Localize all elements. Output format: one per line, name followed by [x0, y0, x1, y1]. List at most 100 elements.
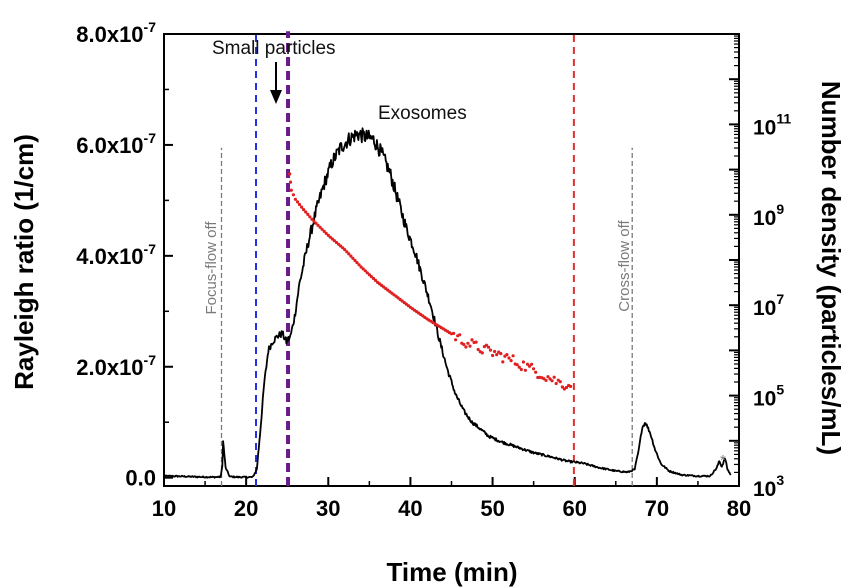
number-density-point: [527, 364, 532, 368]
number-density-point: [353, 258, 357, 263]
number-density-point: [304, 210, 308, 214]
y-left-tick-label: 6.0x10-7: [76, 130, 156, 158]
number-density-point: [373, 278, 378, 282]
x-tick-label: 40: [398, 496, 422, 521]
number-density-point: [369, 275, 373, 279]
x-axis-ticks: [163, 477, 740, 486]
x-tick-label: 30: [316, 496, 340, 521]
number-density-point: [365, 271, 369, 275]
y-left-tick-label: 0.0: [125, 466, 156, 491]
number-density-point: [534, 370, 538, 374]
number-density-point: [293, 197, 297, 201]
plot-frame: [163, 33, 740, 487]
small-particles-arrow-head: [270, 90, 282, 104]
number-density-point: [552, 375, 556, 379]
number-density-point: [302, 208, 306, 212]
y-left-tick-label: 2.0x10-7: [76, 352, 156, 380]
number-density-point: [523, 368, 528, 372]
number-density-point: [349, 254, 353, 258]
number-density-point: [495, 353, 499, 357]
number-density-point: [357, 263, 361, 267]
y-left-tick-label: 4.0x10-7: [76, 241, 156, 269]
number-density-point: [509, 359, 513, 363]
series-layer: [163, 127, 732, 479]
number-density-point: [464, 345, 468, 349]
annotation-focus-flow-off: Focus-flow off: [203, 221, 220, 315]
number-density-point: [517, 365, 521, 369]
number-density-point: [558, 380, 562, 384]
number-density-point: [308, 215, 312, 219]
number-density-point: [468, 344, 472, 348]
number-density-point: [328, 235, 332, 239]
number-density-point: [452, 331, 456, 335]
annotation-cross-flow-off: Cross-flow off: [616, 219, 633, 311]
number-density-point: [454, 338, 458, 342]
number-density-point: [569, 384, 573, 388]
number-density-point: [367, 273, 371, 277]
event-markers: [220, 31, 633, 486]
number-density-point: [343, 248, 347, 252]
x-tick-label: 60: [562, 496, 586, 521]
x-tick-label: 10: [152, 496, 176, 521]
number-density-point: [554, 381, 558, 386]
number-density-point: [499, 352, 503, 356]
number-density-point: [480, 351, 484, 355]
rayleigh-ratio-trace: [163, 127, 732, 479]
y-left-tick-label: 8.0x10-7: [76, 19, 156, 47]
number-density-point: [476, 347, 480, 352]
number-density-point: [318, 225, 322, 229]
y-left-axis-tick-labels: 0.0 2.0x10-7 4.0x10-7 6.0x10-7 8.0x10-7: [76, 19, 156, 491]
x-tick-label: 20: [234, 496, 258, 521]
y-right-tick-label: 109: [753, 201, 784, 230]
number-density-point: [458, 333, 462, 337]
number-density-point: [347, 252, 351, 256]
number-density-point: [488, 348, 493, 352]
number-density-point: [300, 205, 304, 209]
x-axis-title: Time (min): [387, 557, 518, 587]
annotation-asterisk: *: [720, 452, 726, 469]
small-particles-arrow: [270, 62, 282, 104]
number-density-point: [361, 267, 365, 271]
number-density-point: [550, 379, 554, 383]
number-density-point: [288, 180, 293, 184]
x-tick-label: 80: [727, 496, 751, 521]
number-density-point: [306, 212, 310, 216]
number-density-point: [371, 276, 376, 281]
number-density-point: [345, 250, 349, 254]
number-density-point: [334, 240, 339, 245]
y-right-tick-label: 105: [753, 382, 784, 411]
number-density-point: [295, 200, 300, 204]
number-density-point: [484, 343, 488, 347]
number-density-point: [470, 338, 474, 342]
y-right-axis-ticks: [729, 35, 739, 487]
y-left-axis-title: Rayleigh ratio (1/cm): [9, 134, 39, 390]
number-density-point: [515, 363, 519, 367]
number-density-point: [493, 349, 497, 354]
number-density-point: [505, 353, 509, 357]
y-right-tick-label: 107: [753, 291, 784, 320]
y-right-axis-tick-labels: 103 105 107 109 1011: [753, 110, 791, 501]
number-density-point: [310, 217, 314, 221]
number-density-point: [519, 367, 523, 372]
number-density-point: [320, 227, 324, 231]
number-density-point: [291, 193, 295, 197]
number-density-point: [339, 244, 343, 248]
number-density-point: [288, 172, 292, 176]
number-density-point: [521, 360, 526, 364]
x-axis-tick-labels: 10 20 30 40 50 60 70 80: [152, 496, 751, 521]
y-left-axis-ticks: [164, 33, 173, 479]
number-density-point: [564, 385, 569, 390]
y-right-axis-title: Number density (particles/mL): [816, 81, 846, 455]
number-density-point: [462, 342, 466, 347]
number-density-point: [474, 340, 478, 344]
number-density-point: [351, 256, 355, 260]
number-density-point: [546, 375, 550, 379]
number-density-point: [322, 229, 326, 233]
number-density-point: [316, 223, 320, 227]
number-density-point: [544, 378, 548, 382]
x-tick-label: 50: [480, 496, 504, 521]
number-density-point: [466, 341, 470, 345]
number-density-point: [332, 239, 336, 243]
number-density-point: [511, 354, 515, 358]
